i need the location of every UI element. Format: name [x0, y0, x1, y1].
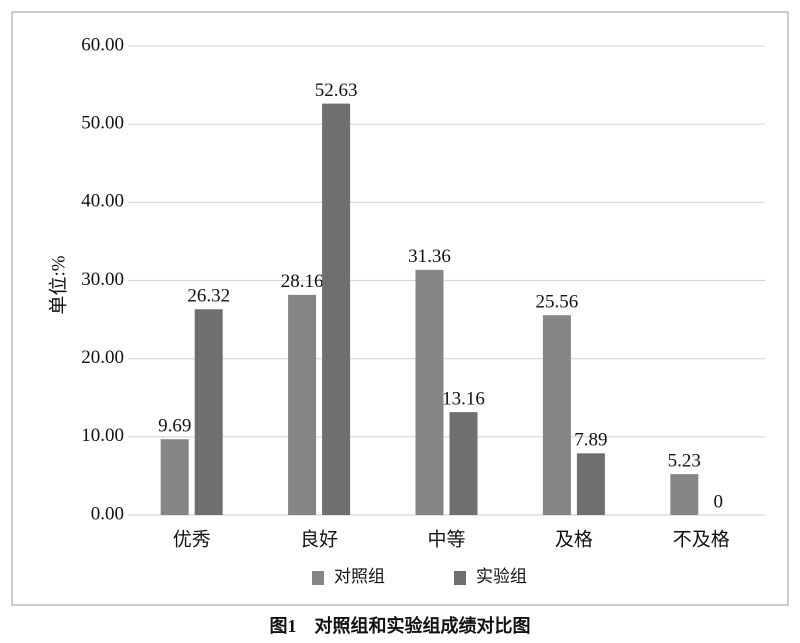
- bar: [670, 474, 699, 515]
- legend-label: 实验组: [476, 567, 527, 586]
- x-tick-label: 优秀: [173, 528, 211, 550]
- y-tick-label: 0.00: [91, 503, 124, 524]
- y-tick-label: 10.00: [81, 425, 124, 446]
- value-label: 5.23: [668, 450, 701, 471]
- value-label: 52.63: [315, 80, 358, 101]
- value-label: 26.32: [187, 286, 230, 307]
- y-tick-label: 20.00: [81, 347, 124, 368]
- x-tick-label: 及格: [555, 528, 593, 550]
- value-label: 13.16: [442, 388, 485, 409]
- bar: [194, 309, 223, 515]
- value-label: 28.16: [281, 271, 324, 292]
- legend-swatch: [312, 571, 324, 585]
- bar: [542, 315, 571, 515]
- y-tick-label: 40.00: [81, 191, 124, 212]
- bar: [322, 103, 351, 516]
- bar: [415, 269, 444, 515]
- bar: [576, 453, 605, 515]
- value-label: 0: [714, 491, 724, 512]
- legend-swatch: [454, 571, 466, 585]
- y-tick-label: 60.00: [81, 34, 124, 55]
- legend-label: 对照组: [334, 567, 385, 586]
- x-tick-label: 不及格: [673, 528, 730, 550]
- y-axis-label: 单位:%: [47, 255, 69, 314]
- y-tick-label: 30.00: [81, 269, 124, 290]
- y-tick-label: 50.00: [81, 113, 124, 134]
- bar: [288, 294, 317, 515]
- bar: [160, 439, 189, 515]
- x-tick-label: 中等: [427, 528, 465, 550]
- value-label: 31.36: [408, 246, 451, 267]
- frame: [11, 11, 789, 606]
- bar: [449, 412, 478, 515]
- chart-title: 图1 对照组和实验组成绩对比图: [270, 615, 531, 636]
- x-tick-label: 良好: [300, 528, 338, 550]
- value-label: 7.89: [574, 430, 607, 451]
- value-label: 9.69: [158, 416, 191, 437]
- value-label: 25.56: [536, 292, 579, 313]
